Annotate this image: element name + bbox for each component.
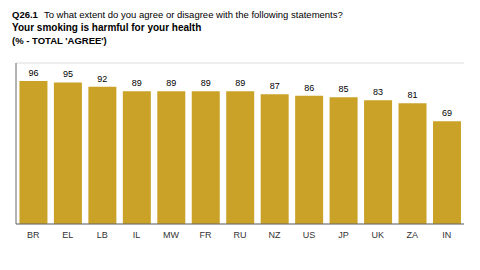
svg-text:85: 85 (339, 84, 349, 94)
svg-text:89: 89 (201, 78, 211, 88)
svg-text:RU: RU (234, 230, 247, 240)
html-text:Q26.1: Q26.1 (12, 9, 38, 20)
svg-text:BR: BR (27, 230, 40, 240)
svg-text:95: 95 (63, 69, 73, 79)
svg-text:87: 87 (270, 81, 280, 91)
svg-text:86: 86 (304, 83, 314, 93)
svg-text:83: 83 (373, 87, 383, 97)
svg-text:IN: IN (442, 230, 451, 240)
svg-text:US: US (303, 230, 316, 240)
svg-text:EL: EL (62, 230, 73, 240)
svg-text:LB: LB (97, 230, 108, 240)
svg-text:89: 89 (166, 78, 176, 88)
svg-text:MW: MW (163, 230, 179, 240)
svg-text:89: 89 (132, 78, 142, 88)
svg-text:IL: IL (133, 230, 141, 240)
svg-text:ZA: ZA (407, 230, 419, 240)
svg-text:FR: FR (200, 230, 212, 240)
svg-text:89: 89 (235, 78, 245, 88)
svg-text:96: 96 (28, 68, 38, 78)
html-text:Your smoking is harmful for yo: Your smoking is harmful for your health (12, 22, 202, 33)
html-text:(% - TOTAL 'AGREE'): (% - TOTAL 'AGREE') (12, 35, 107, 46)
html-text:To what extent do you agree or: To what extent do you agree or disagree … (43, 9, 343, 20)
svg-text:UK: UK (372, 230, 385, 240)
svg-text:JP: JP (338, 230, 349, 240)
svg-text:81: 81 (408, 90, 418, 100)
svg-text:69: 69 (442, 108, 452, 118)
svg-text:92: 92 (97, 74, 107, 84)
svg-text:NZ: NZ (268, 230, 280, 240)
